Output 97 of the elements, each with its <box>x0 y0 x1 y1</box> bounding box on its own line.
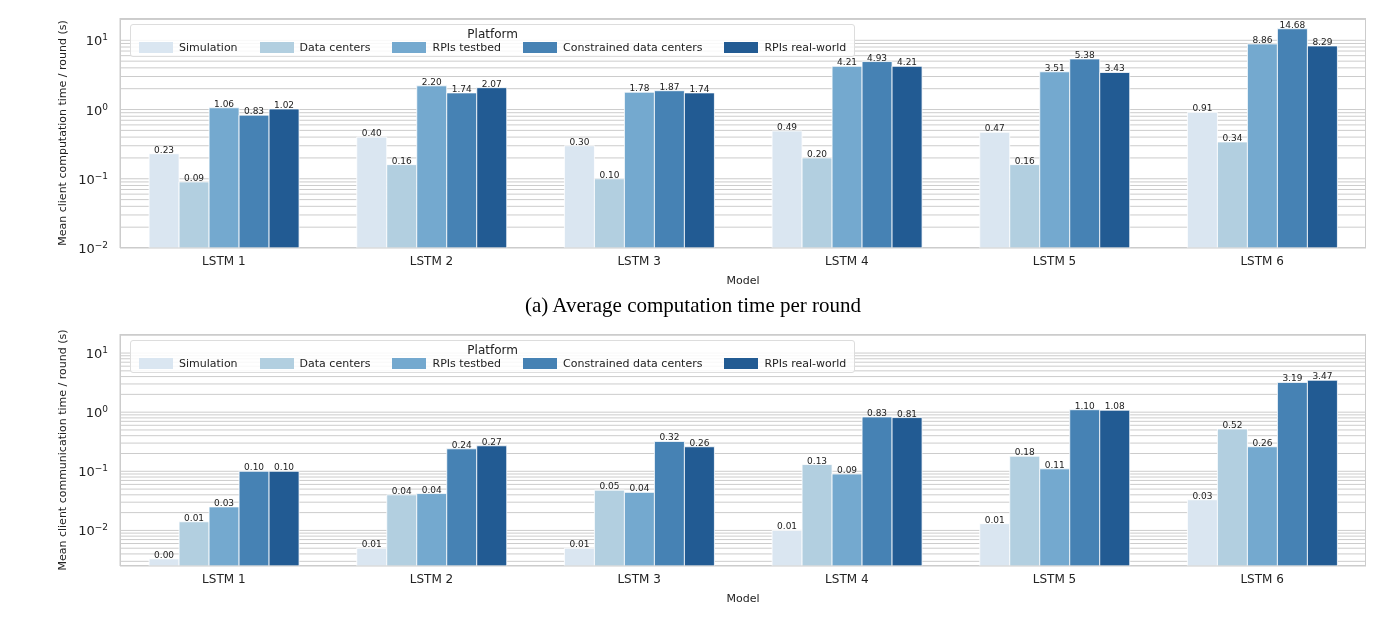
data-label: 1.78 <box>629 83 650 94</box>
data-label: 0.01 <box>984 514 1005 525</box>
data-label: 8.29 <box>1312 36 1333 47</box>
data-label: 0.01 <box>569 539 590 550</box>
data-label: 0.18 <box>1014 447 1036 458</box>
data-label: 0.23 <box>154 144 175 155</box>
data-label: 0.03 <box>214 497 235 508</box>
data-label: 0.00 <box>154 549 175 560</box>
data-label: 0.83 <box>244 106 265 117</box>
data-label: 0.32 <box>659 432 680 443</box>
x-tick-label: LSTM 2 <box>409 571 454 586</box>
x-tick-label: LSTM 2 <box>409 253 454 268</box>
data-label: 3.47 <box>1312 371 1333 382</box>
data-label: 0.13 <box>807 455 828 466</box>
data-label: 0.34 <box>1222 132 1243 143</box>
y-tick-label: 10$^{0}$ <box>85 101 109 118</box>
y-tick-label: 10$^{−1}$ <box>78 463 108 480</box>
data-label: 0.09 <box>837 464 858 475</box>
legend-label: RPIs testbed <box>432 357 502 370</box>
legend-label: RPIs real-world <box>764 357 847 370</box>
data-label: 8.86 <box>1252 34 1273 45</box>
x-tick-label: LSTM 3 <box>617 253 661 268</box>
data-label: 0.49 <box>777 121 798 132</box>
data-label: 0.30 <box>569 136 590 147</box>
data-label: 0.40 <box>361 128 383 139</box>
legend-label: Data centers <box>299 357 371 370</box>
x-tick-label: LSTM 6 <box>1240 571 1284 586</box>
legend-label: RPIs testbed <box>432 41 502 54</box>
legend-label: RPIs real-world <box>764 41 847 54</box>
data-label: 5.38 <box>1074 49 1096 60</box>
data-label: 3.19 <box>1282 373 1303 384</box>
data-label: 0.83 <box>867 407 888 418</box>
data-label: 0.01 <box>777 521 798 532</box>
data-label: 1.87 <box>659 81 680 92</box>
legend-label: Simulation <box>179 357 238 370</box>
data-label: 14.68 <box>1279 19 1306 30</box>
data-label: 0.05 <box>599 481 620 492</box>
data-label: 0.10 <box>599 169 620 180</box>
data-label: 0.52 <box>1222 419 1243 430</box>
y-tick-label: 10$^{−1}$ <box>78 170 108 187</box>
data-label: 0.04 <box>421 484 443 495</box>
data-label: 0.47 <box>984 123 1005 134</box>
y-tick-label: 10$^{1}$ <box>85 32 108 49</box>
y-tick-label: 10$^{−2}$ <box>78 240 108 256</box>
y-tick-label: 10$^{−2}$ <box>78 522 108 539</box>
text: (a) Average computation time per round <box>523 292 863 319</box>
x-tick-label: LSTM 4 <box>825 571 869 586</box>
x-tick-label: LSTM 1 <box>202 571 246 586</box>
x-axis-title: Model <box>726 274 760 287</box>
data-label: 1.02 <box>274 99 295 110</box>
x-tick-label: LSTM 6 <box>1240 253 1284 268</box>
data-label: 2.07 <box>481 78 502 89</box>
data-label: 0.16 <box>1014 155 1036 166</box>
legend-title: Platform <box>466 27 519 41</box>
y-axis-title: Mean client communication time / round (s) <box>55 329 69 571</box>
data-label: 3.43 <box>1104 63 1125 74</box>
x-tick-label: LSTM 5 <box>1032 571 1077 586</box>
data-label: 3.51 <box>1044 62 1065 73</box>
x-tick-label: LSTM 3 <box>617 571 661 586</box>
data-label: 0.20 <box>807 148 828 159</box>
data-label: 0.24 <box>451 439 473 450</box>
data-label: 0.10 <box>274 462 295 473</box>
data-label: 0.26 <box>1252 437 1273 448</box>
y-tick-label: 10$^{1}$ <box>85 345 108 362</box>
data-label: 0.04 <box>629 483 650 494</box>
legend-title: Platform <box>466 343 519 357</box>
data-label: 1.06 <box>214 98 235 109</box>
data-label: 0.91 <box>1192 103 1213 114</box>
legend-label: Constrained data centers <box>563 41 703 54</box>
data-label: 0.26 <box>689 437 710 448</box>
x-tick-label: LSTM 4 <box>825 253 869 268</box>
x-tick-label: LSTM 5 <box>1032 253 1077 268</box>
legend-label: Data centers <box>299 41 371 54</box>
data-label: 0.01 <box>361 539 382 550</box>
data-label: 0.04 <box>391 485 413 496</box>
data-label: 0.10 <box>244 462 265 473</box>
legend-label: Simulation <box>179 41 238 54</box>
data-label: 4.21 <box>897 57 918 68</box>
y-tick-label: 10$^{0}$ <box>85 404 109 421</box>
data-label: 0.27 <box>481 436 502 447</box>
data-label: 0.81 <box>897 408 918 419</box>
data-label: 4.21 <box>837 57 858 68</box>
data-label: 1.74 <box>451 83 473 94</box>
data-label: 1.08 <box>1104 401 1126 412</box>
data-label: 1.10 <box>1074 400 1096 411</box>
data-label: 0.03 <box>1192 490 1213 501</box>
data-label: 0.11 <box>1044 459 1065 470</box>
data-label: 0.16 <box>391 155 413 166</box>
data-label: 0.09 <box>184 172 205 183</box>
data-label: 4.93 <box>867 52 888 63</box>
legend-label: Constrained data centers <box>563 357 703 370</box>
x-axis-title: Model <box>726 592 760 605</box>
y-axis-title: Mean client computation time / round (s) <box>55 20 69 246</box>
data-label: 1.74 <box>689 83 710 94</box>
data-label: 0.01 <box>184 512 205 523</box>
data-label: 2.20 <box>421 76 443 87</box>
x-tick-label: LSTM 1 <box>202 253 246 268</box>
